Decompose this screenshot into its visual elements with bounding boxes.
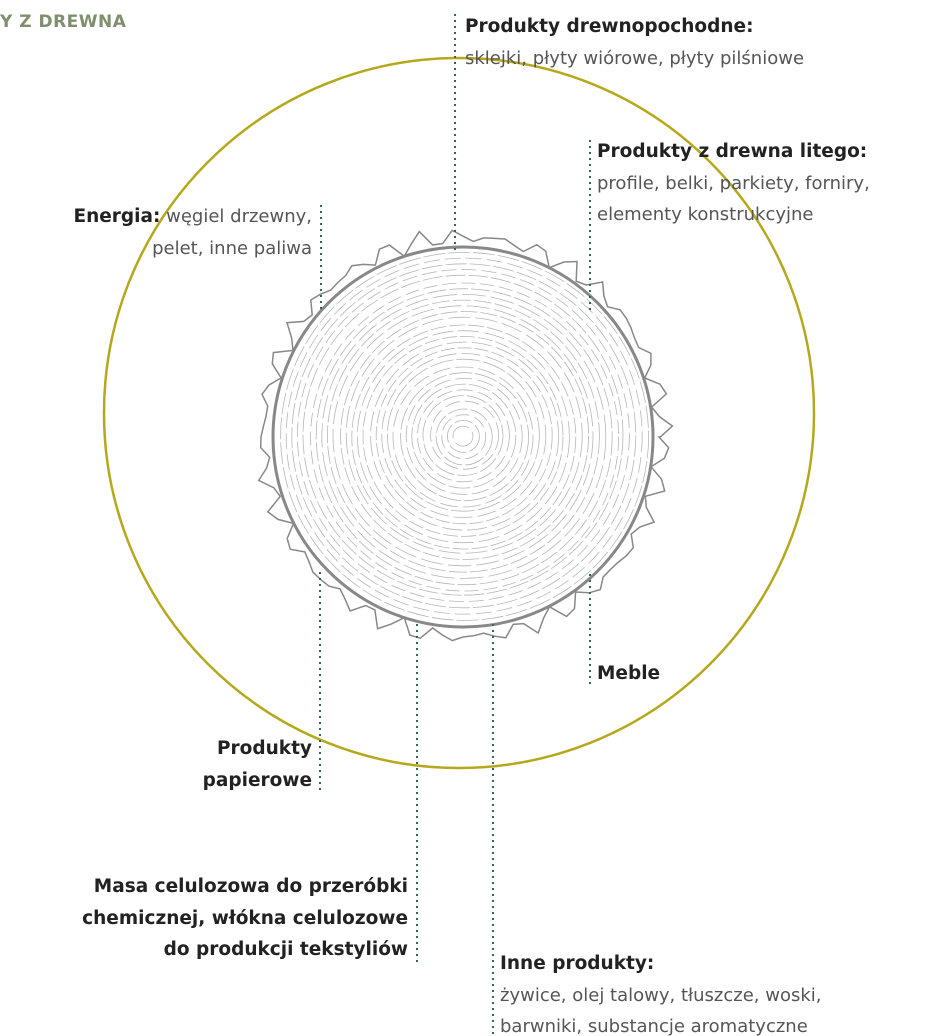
label-text: profile, belki, parkiety, forniry, [597, 173, 870, 194]
label-text: żywice, olej talowy, tłuszcze, woski, [500, 985, 822, 1006]
label-title: Energia: [73, 206, 160, 227]
label-title: Masa celulozowa do przeróbki [94, 876, 408, 897]
label: Inne produkty: żywice, olej talowy, tłus… [500, 948, 822, 1036]
label: Produkty papierowe [203, 733, 312, 796]
label-title: Meble [597, 663, 660, 684]
label-text: sklejki, płyty wiórowe, płyty pilśniowe [465, 48, 804, 69]
label-title: do produkcji tekstyliów [164, 939, 408, 960]
label: Energia: węgiel drzewny, pelet, inne pal… [73, 201, 312, 264]
label-title: Produkty drewnopochodne: [465, 16, 754, 37]
label-title: papierowe [203, 770, 312, 791]
label-text: pelet, inne paliwa [152, 238, 312, 259]
label-title: Produkty z drewna litego: [597, 141, 867, 162]
label-text: węgiel drzewny, [166, 206, 312, 227]
page: Y Z DREWNA Produkty drewnopochodne: skle… [0, 0, 932, 1036]
header-title: Y Z DREWNA [0, 12, 126, 32]
label: Masa celulozowa do przeróbki chemicznej,… [82, 871, 408, 966]
label: Meble [597, 658, 660, 690]
label-text: barwniki, substancje aromatyczne [500, 1016, 808, 1036]
label: Produkty z drewna litego: profile, belki… [597, 136, 870, 231]
label-text: elementy konstrukcyjne [597, 204, 814, 225]
label-title: chemicznej, włókna celulozowe [82, 908, 408, 929]
label: Produkty drewnopochodne: sklejki, płyty … [465, 11, 804, 74]
label-title: Inne produkty: [500, 953, 654, 974]
label-title: Produkty [217, 738, 312, 759]
